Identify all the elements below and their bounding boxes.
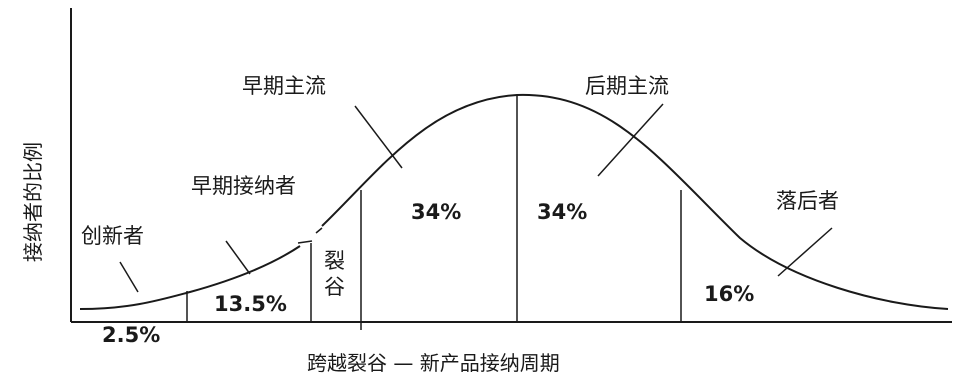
chasm-break-mark [315, 227, 323, 234]
x-axis-label: 跨越裂谷 — 新产品接纳周期 [307, 351, 560, 375]
label-innovators: 创新者 [81, 224, 144, 248]
percent-innovators: 2.5% [102, 323, 160, 347]
leader-early-majority [354, 105, 403, 169]
leader-innovators [119, 261, 139, 293]
chasm-break-mark [297, 240, 313, 244]
label-late-majority: 后期主流 [585, 74, 669, 98]
percent-early-majority: 34% [411, 200, 461, 224]
percent-early-adopters: 13.5% [214, 292, 287, 316]
percent-laggards: 16% [704, 282, 754, 306]
label-chasm: 裂 谷 [324, 249, 352, 299]
label-early-majority: 早期主流 [242, 74, 326, 98]
label-laggards: 落后者 [776, 189, 839, 213]
y-axis-label: 接纳者的比例 [21, 142, 45, 262]
leader-late-majority [597, 103, 664, 177]
leader-early-adopters [225, 240, 251, 275]
adoption-curve-left [79, 245, 301, 310]
label-early-adopters: 早期接纳者 [191, 174, 296, 198]
percent-late-majority: 34% [537, 200, 587, 224]
leader-laggards [777, 227, 833, 277]
